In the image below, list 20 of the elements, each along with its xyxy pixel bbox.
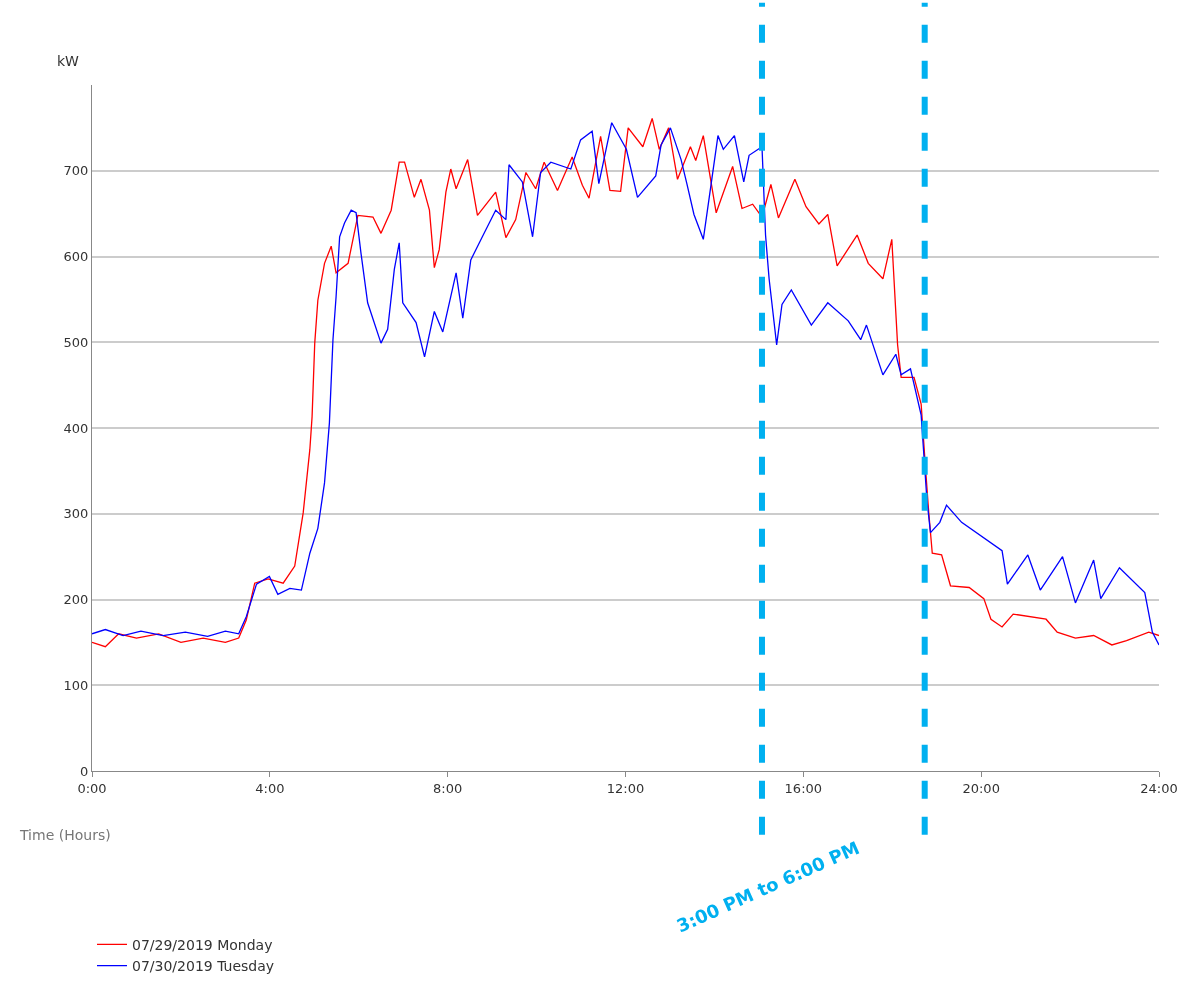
y-tick-label: 400 [63, 420, 89, 436]
x-tick-label: 4:00 [255, 780, 285, 796]
x-tick-label: 12:00 [606, 780, 645, 796]
text: 3:00 PM to 6:00 PM [673, 836, 863, 937]
legend-label: 07/29/2019 Monday [132, 936, 273, 953]
x-tick-label: 8:00 [433, 780, 463, 796]
y-tick-label: 600 [63, 249, 89, 265]
y-tick-label: 100 [63, 677, 89, 693]
y-tick-label: 500 [63, 334, 89, 350]
y-tick-label: 300 [63, 506, 89, 522]
x-tick-label: 0:00 [77, 780, 107, 796]
x-tick-label: 16:00 [784, 780, 823, 796]
y-axis-title: kW [57, 53, 80, 69]
y-tick-label: 200 [63, 592, 89, 608]
x-tick-label: 20:00 [962, 780, 1000, 796]
y-tick-label: 0 [80, 763, 89, 779]
x-axis-title: Time (Hours) [19, 827, 111, 843]
y-tick-label: 700 [63, 163, 89, 179]
x-tick-label: 24:00 [1140, 780, 1178, 796]
legend-label: 07/30/2019 Tuesday [132, 958, 275, 975]
